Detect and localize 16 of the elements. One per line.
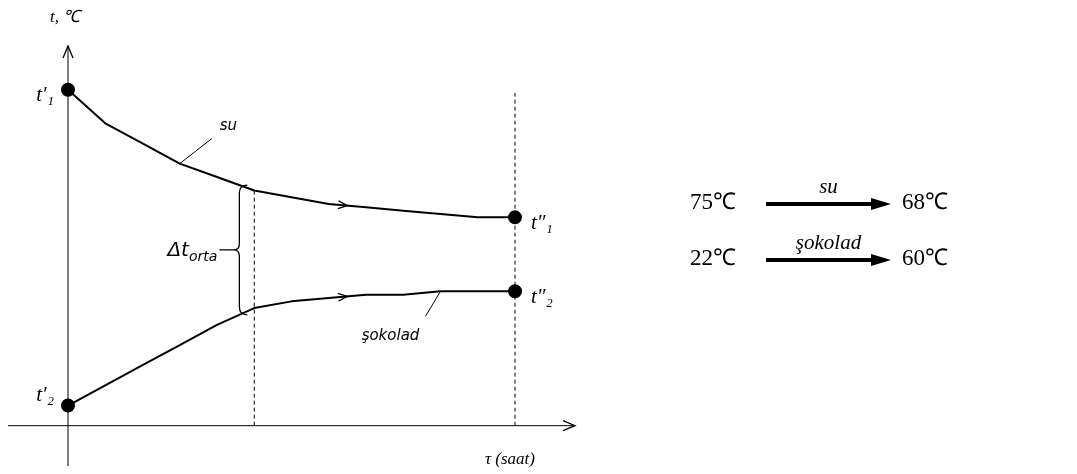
text: su <box>819 174 838 198</box>
annotation: t″₂ <box>531 283 553 308</box>
text: 75℃ <box>690 188 737 216</box>
y-axis-title: t, ℃ <box>50 7 84 27</box>
text: şokolad <box>795 230 862 254</box>
text: 22℃ <box>690 244 737 272</box>
point <box>508 284 522 299</box>
text: 68℃ <box>902 188 948 216</box>
annotation: t″₁ <box>531 209 553 234</box>
x-axis-title: τ (saat) <box>485 449 536 469</box>
text: 60℃ <box>902 244 948 272</box>
point <box>508 210 522 225</box>
annotation: t′₁ <box>36 82 55 107</box>
legend-label: şokolad <box>361 326 420 345</box>
text: su <box>219 116 238 135</box>
annotation: t′₂ <box>36 382 55 407</box>
